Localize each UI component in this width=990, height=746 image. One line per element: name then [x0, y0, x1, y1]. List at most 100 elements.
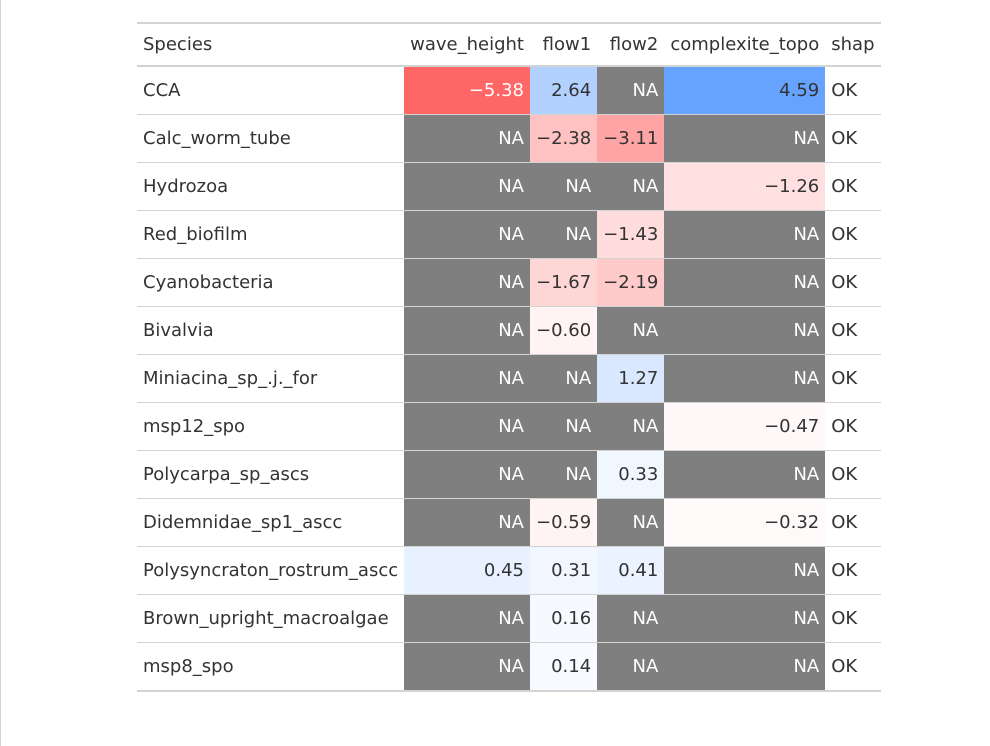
wave-height-cell: NA — [404, 258, 530, 307]
shap-cell: OK — [825, 450, 881, 499]
species-cell: Miniacina_sp_.j._for — [137, 354, 405, 403]
wave-height-cell: 0.45 — [404, 546, 530, 595]
species-cell: msp8_spo — [137, 642, 405, 691]
table-row: Bivalvia NA −0.60 NA NA OK — [137, 306, 881, 355]
complexite-topo-cell: NA — [664, 114, 826, 163]
species-cell: Bivalvia — [137, 306, 405, 355]
wave-height-cell: NA — [404, 402, 530, 451]
flow1-cell: −0.59 — [529, 498, 598, 547]
species-cell: Polysyncraton_rostrum_ascc — [137, 546, 405, 595]
complexite-topo-cell: −0.47 — [664, 402, 826, 451]
table-row: msp12_spo NA NA NA −0.47 OK — [137, 402, 881, 451]
shap-cell: OK — [825, 546, 881, 595]
flow2-cell: −3.11 — [597, 114, 665, 163]
species-cell: msp12_spo — [137, 402, 405, 451]
complexite-topo-cell: NA — [664, 354, 826, 403]
flow1-cell: −0.60 — [529, 306, 598, 355]
table-row: Red_biofilm NA NA −1.43 NA OK — [137, 210, 881, 259]
table-row: msp8_spo NA 0.14 NA NA OK — [137, 642, 881, 691]
wave-height-cell: NA — [404, 642, 530, 691]
flow1-cell: NA — [529, 162, 598, 211]
table-header: Species wave_height flow1 flow2 complexi… — [137, 23, 881, 67]
wave-height-cell: −5.38 — [404, 66, 530, 115]
flow1-cell: −1.67 — [529, 258, 598, 307]
flow2-cell: NA — [597, 306, 665, 355]
species-cell: Red_biofilm — [137, 210, 405, 259]
species-cell: Calc_worm_tube — [137, 114, 405, 163]
complexite-topo-cell: NA — [664, 210, 826, 259]
flow1-cell: 0.14 — [529, 642, 598, 691]
flow1-cell: −2.38 — [529, 114, 598, 163]
shap-cell: OK — [825, 258, 881, 307]
shap-cell: OK — [825, 162, 881, 211]
shap-cell: OK — [825, 402, 881, 451]
species-cell: CCA — [143, 80, 181, 101]
wave-height-cell: NA — [404, 210, 530, 259]
table-row: Cyanobacteria NA −1.67 −2.19 NA OK — [137, 258, 881, 307]
flow1-cell: NA — [529, 210, 598, 259]
flow2-cell: NA — [597, 66, 665, 115]
shap-cell: OK — [825, 594, 881, 643]
shap-cell: OK — [825, 642, 881, 691]
species-cell: Didemnidae_sp1_ascc — [137, 498, 405, 547]
wave-height-cell: NA — [404, 306, 530, 355]
table-row: Brown_upright_macroalgae NA 0.16 NA NA OK — [137, 594, 881, 643]
flow2-cell: −1.43 — [597, 210, 665, 259]
flow1-cell: NA — [529, 354, 598, 403]
complexite-topo-cell: NA — [664, 546, 826, 595]
flow1-cell: NA — [529, 402, 598, 451]
flow2-cell: 0.41 — [597, 546, 665, 595]
table-row: Miniacina_sp_.j._for NA NA 1.27 NA OK — [137, 354, 881, 403]
col-header-flow2: flow2 — [597, 23, 665, 67]
complexite-topo-cell: NA — [664, 450, 826, 499]
header-row: Species wave_height flow1 flow2 complexi… — [137, 23, 881, 67]
shap-cell: OK — [825, 114, 881, 163]
shap-cell: OK — [825, 306, 881, 355]
wave-height-cell: NA — [404, 594, 530, 643]
flow2-cell: 1.27 — [597, 354, 665, 403]
wave-height-cell: NA — [404, 114, 530, 163]
table-row: Polycarpa_sp_ascs NA NA 0.33 NA OK — [137, 450, 881, 499]
col-header-wave-height: wave_height — [404, 23, 530, 67]
col-header-flow1: flow1 — [529, 23, 598, 67]
species-cell: Cyanobacteria — [137, 258, 405, 307]
flow2-cell: NA — [597, 162, 665, 211]
table-row: CCA −5.38 2.64 NA 4.59 OK — [137, 66, 881, 115]
table-row: Calc_worm_tube NA −2.38 −3.11 NA OK — [137, 114, 881, 163]
flow1-cell: NA — [529, 450, 598, 499]
complexite-topo-cell: −1.26 — [664, 162, 826, 211]
complexite-topo-cell: NA — [664, 594, 826, 643]
flow1-cell: 2.64 — [529, 66, 598, 115]
complexite-topo-cell: NA — [664, 258, 826, 307]
table-body: CCA −5.38 2.64 NA 4.59 OK Calc_worm_tube NA −2.3… — [137, 66, 881, 691]
complexite-topo-cell: −0.32 — [664, 498, 826, 547]
species-table: Species wave_height flow1 flow2 complexi… — [137, 22, 881, 692]
flow2-cell: 0.33 — [597, 450, 665, 499]
wave-height-cell: NA — [404, 162, 530, 211]
species-cell: Brown_upright_macroalgae — [137, 594, 405, 643]
wave-height-cell: NA — [404, 450, 530, 499]
flow1-cell: 0.16 — [529, 594, 598, 643]
complexite-topo-cell: 4.59 — [664, 66, 826, 115]
species-cell: Polycarpa_sp_ascs — [137, 450, 405, 499]
table-row: Didemnidae_sp1_ascc NA −0.59 NA −0.32 OK — [137, 498, 881, 547]
complexite-topo-cell: NA — [664, 642, 826, 691]
flow2-cell: NA — [597, 642, 665, 691]
col-header-shap: shap — [825, 23, 881, 67]
shap-cell: OK — [825, 498, 881, 547]
wave-height-cell: NA — [404, 354, 530, 403]
shap-cell: OK — [831, 80, 858, 101]
shap-cell: OK — [825, 354, 881, 403]
flow2-cell: −2.19 — [597, 258, 665, 307]
table-row: Polysyncraton_rostrum_ascc 0.45 0.31 0.41 NA… — [137, 546, 881, 595]
flow1-cell: 0.31 — [529, 546, 598, 595]
flow2-cell: NA — [597, 594, 665, 643]
flow2-cell: NA — [597, 498, 665, 547]
flow2-cell: NA — [597, 402, 665, 451]
page-left-border — [0, 0, 1, 746]
shap-cell: OK — [825, 210, 881, 259]
complexite-topo-cell: NA — [664, 306, 826, 355]
species-cell: Hydrozoa — [137, 162, 405, 211]
col-header-species: Species — [137, 23, 405, 67]
col-header-complexite-topo: complexite_topo — [664, 23, 826, 67]
